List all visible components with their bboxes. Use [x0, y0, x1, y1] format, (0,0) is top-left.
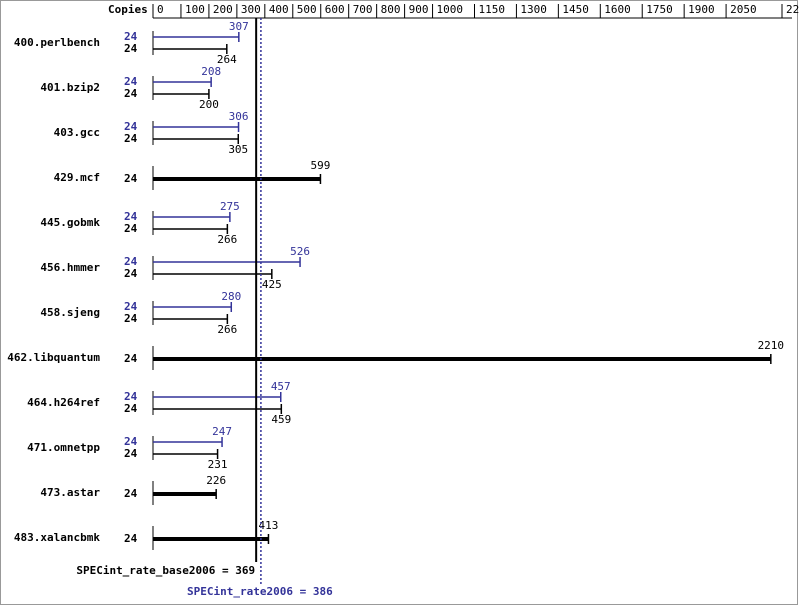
- copies-label: 24: [124, 210, 138, 223]
- copies-label: 24: [124, 435, 138, 448]
- value-label: 226: [206, 474, 226, 487]
- copies-label: 24: [124, 222, 138, 235]
- category-label: 401.bzip2: [40, 81, 100, 94]
- x-tick-label: 1000: [437, 3, 464, 16]
- x-tick-label: 700: [353, 3, 373, 16]
- x-tick-label: 2250: [786, 3, 799, 16]
- copies-label: 24: [124, 532, 138, 545]
- copies-label: 24: [124, 172, 138, 185]
- value-label: 425: [262, 278, 282, 291]
- copies-label: 24: [124, 255, 138, 268]
- value-label: 266: [217, 323, 237, 336]
- reference-label: SPECint_rate_base2006 = 369: [76, 564, 255, 577]
- copies-label: 24: [124, 267, 138, 280]
- axis-label: Copies: [108, 3, 148, 16]
- copies-label: 24: [124, 390, 138, 403]
- category-label: 458.sjeng: [40, 306, 100, 319]
- category-label: 429.mcf: [54, 171, 100, 184]
- x-tick-label: 1750: [646, 3, 673, 16]
- value-label: 305: [228, 143, 248, 156]
- value-label: 2210: [758, 339, 785, 352]
- reference-label: SPECint_rate2006 = 386: [187, 585, 333, 598]
- x-tick-label: 1300: [520, 3, 547, 16]
- value-label: 231: [208, 458, 228, 471]
- value-label: 275: [220, 200, 240, 213]
- category-label: 456.hmmer: [40, 261, 100, 274]
- x-tick-label: 500: [297, 3, 317, 16]
- value-label: 307: [229, 20, 249, 33]
- copies-label: 24: [124, 447, 138, 460]
- copies-label: 24: [124, 487, 138, 500]
- x-tick-label: 300: [241, 3, 261, 16]
- category-label: 473.astar: [40, 486, 100, 499]
- x-tick-label: 2050: [730, 3, 757, 16]
- copies-label: 24: [124, 120, 138, 133]
- value-label: 526: [290, 245, 310, 258]
- x-tick-label: 0: [157, 3, 164, 16]
- value-label: 280: [221, 290, 241, 303]
- copies-label: 24: [124, 75, 138, 88]
- x-tick-label: 200: [213, 3, 233, 16]
- copies-label: 24: [124, 402, 138, 415]
- value-label: 266: [217, 233, 237, 246]
- x-tick-label: 1900: [688, 3, 715, 16]
- x-tick-label: 400: [269, 3, 289, 16]
- copies-label: 24: [124, 132, 138, 145]
- category-label: 471.omnetpp: [27, 441, 100, 454]
- value-label: 457: [271, 380, 291, 393]
- category-label: 464.h264ref: [27, 396, 100, 409]
- copies-label: 24: [124, 352, 138, 365]
- copies-label: 24: [124, 30, 138, 43]
- category-label: 483.xalancbmk: [14, 531, 100, 544]
- category-label: 403.gcc: [54, 126, 100, 139]
- copies-label: 24: [124, 300, 138, 313]
- value-label: 413: [259, 519, 279, 532]
- value-label: 247: [212, 425, 232, 438]
- category-label: 445.gobmk: [40, 216, 100, 229]
- x-tick-label: 800: [381, 3, 401, 16]
- value-label: 599: [311, 159, 331, 172]
- x-tick-label: 1600: [604, 3, 631, 16]
- value-label: 200: [199, 98, 219, 111]
- category-label: 400.perlbench: [14, 36, 100, 49]
- x-tick-label: 1150: [478, 3, 505, 16]
- copies-label: 24: [124, 87, 138, 100]
- x-tick-label: 1450: [562, 3, 589, 16]
- x-tick-label: 600: [325, 3, 345, 16]
- copies-label: 24: [124, 42, 138, 55]
- category-label: 462.libquantum: [7, 351, 100, 364]
- value-label: 459: [271, 413, 291, 426]
- value-label: 208: [201, 65, 221, 78]
- x-tick-label: 100: [185, 3, 205, 16]
- x-tick-label: 900: [409, 3, 429, 16]
- copies-label: 24: [124, 312, 138, 325]
- value-label: 306: [229, 110, 249, 123]
- value-label: 264: [217, 53, 237, 66]
